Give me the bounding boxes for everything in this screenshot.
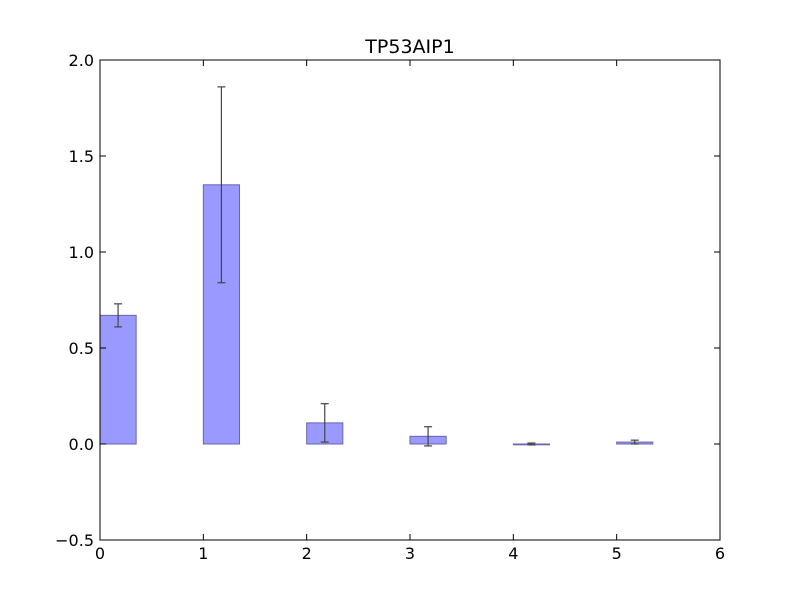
y-tick-label-0: −0.5 (55, 531, 94, 550)
x-tick-label-0: 0 (95, 544, 105, 563)
chart-title: TP53AIP1 (364, 36, 454, 58)
x-tick-label-2: 2 (302, 544, 312, 563)
error-bar-2 (320, 403, 329, 443)
ticks-group: 0 1 2 3 4 5 6 −0.5 0.0 0.5 1.0 1.5 2.0 (55, 51, 725, 563)
x-tick-label-5: 5 (612, 544, 622, 563)
x-tick-label-3: 3 (405, 544, 415, 563)
y-tick-label-5: 2.0 (69, 51, 94, 70)
y-tick-label-4: 1.5 (69, 147, 94, 166)
error-bar-3 (424, 426, 433, 447)
error-bar-5 (630, 439, 639, 445)
error-bar-1 (217, 86, 226, 284)
error-bar-0 (114, 303, 123, 328)
y-tick-label-2: 0.5 (69, 339, 94, 358)
x-tick-label-6: 6 (715, 544, 725, 563)
x-tick-label-1: 1 (198, 544, 208, 563)
error-bars-group (114, 86, 639, 447)
bar-0 (99, 314, 137, 445)
error-bar-4 (527, 442, 536, 446)
y-tick-label-1: 0.0 (69, 435, 94, 454)
y-tick-label-3: 1.0 (69, 243, 94, 262)
x-tick-label-4: 4 (508, 544, 518, 563)
plot-frame (99, 59, 721, 541)
